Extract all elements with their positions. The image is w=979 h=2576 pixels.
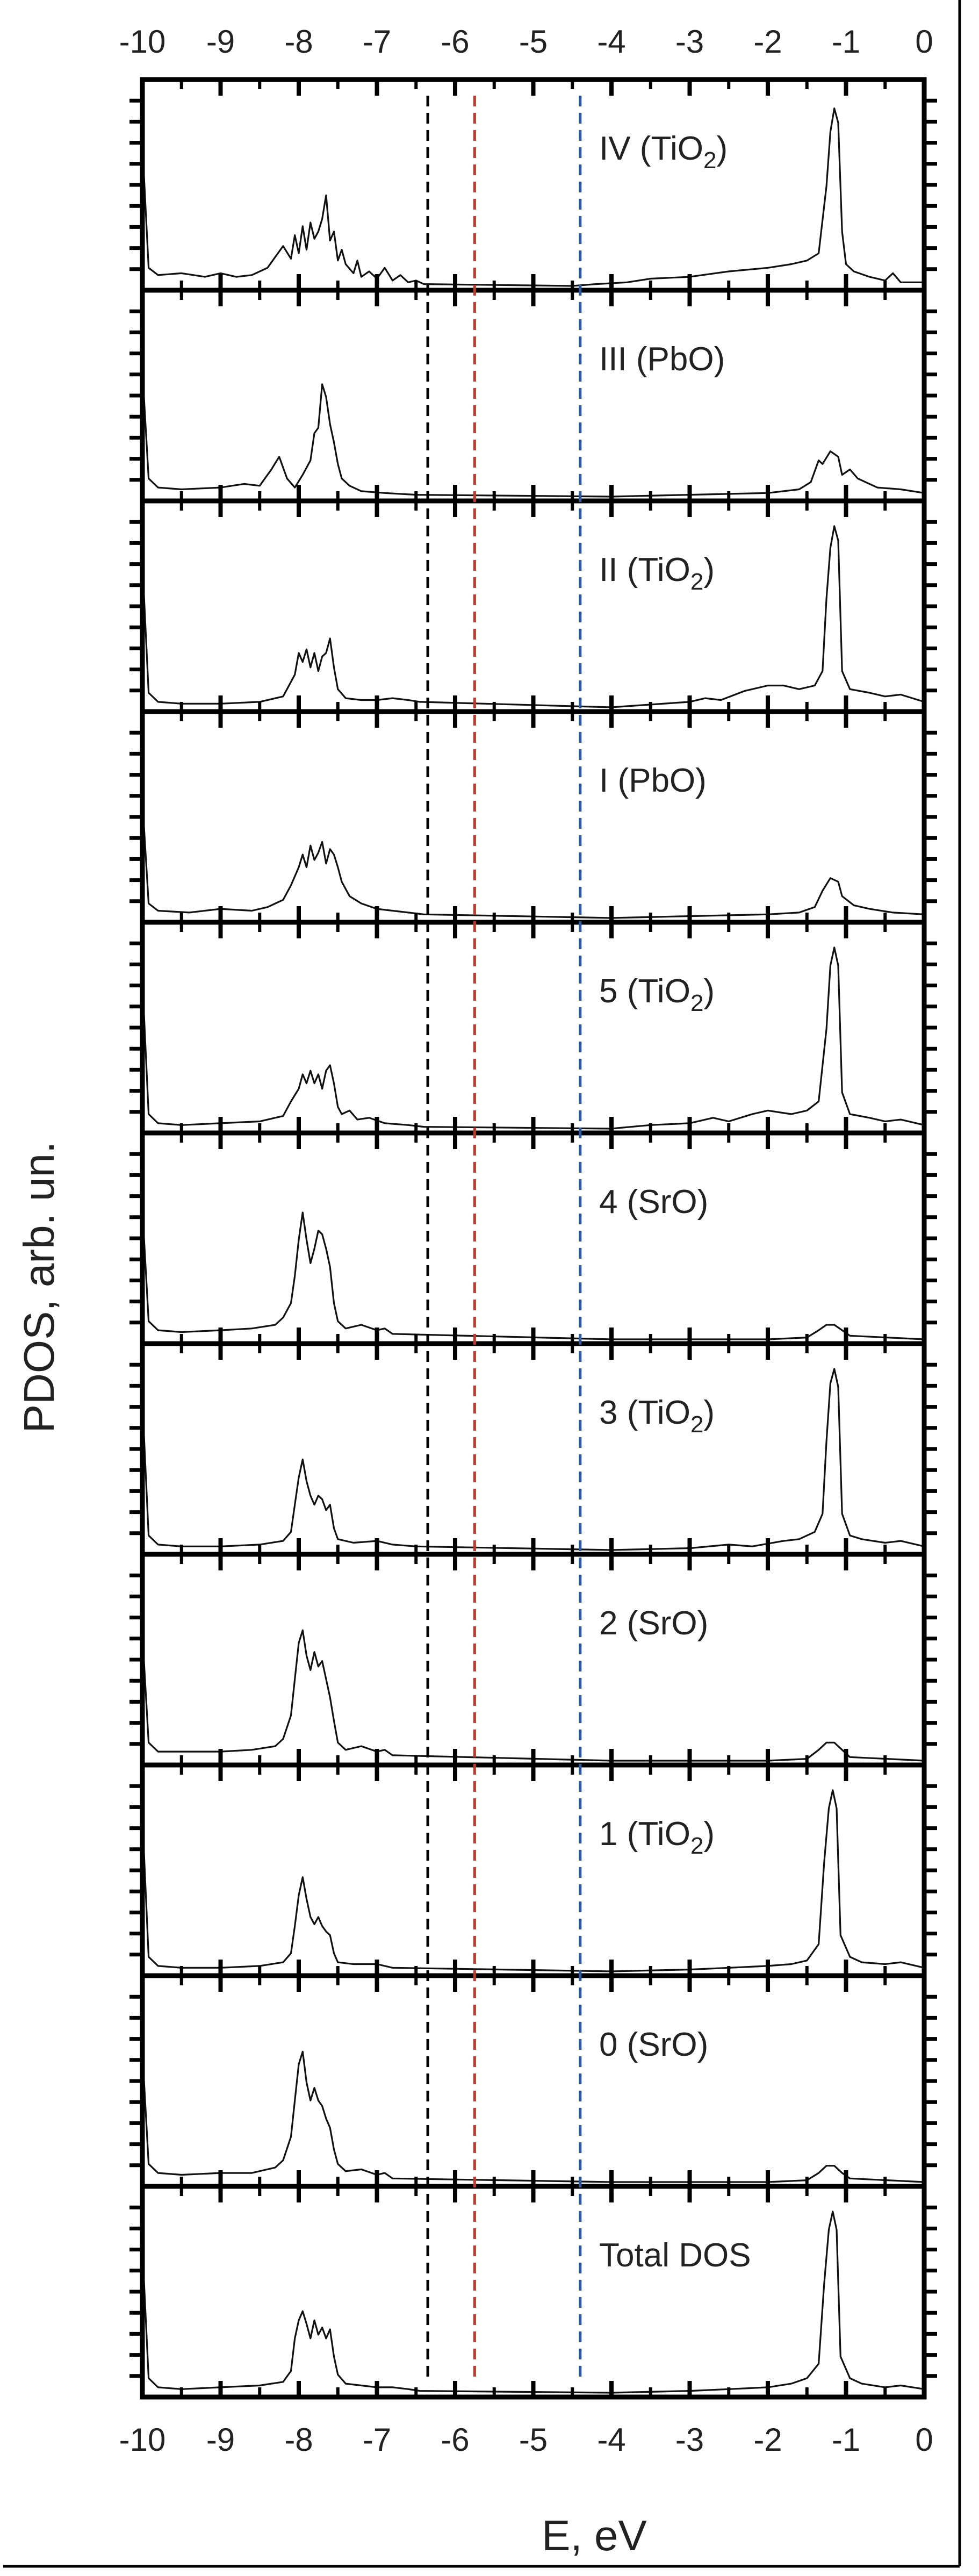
pdos-panels: IV (TiO2)III (PbO)II (TiO2)I (PbO)5 (TiO… <box>129 77 937 2400</box>
panel: 1 (TiO2) <box>129 1762 937 1978</box>
panel-label-text: II (TiO <box>599 551 690 589</box>
panel-label-text: 4 (SrO) <box>599 1183 708 1221</box>
panel-label-text: 2 (SrO) <box>599 1605 708 1642</box>
panel-label-subscript: 2 <box>703 147 716 174</box>
panel-label-text: 5 (TiO <box>599 973 690 1010</box>
pdos-curve <box>141 525 925 708</box>
x-tick-label-top: -2 <box>753 24 782 60</box>
panel-frame <box>140 498 927 714</box>
panel: III (PbO) <box>129 288 937 504</box>
pdos-curve <box>141 1368 925 1551</box>
panel-label: Total DOS <box>599 2237 751 2274</box>
panel: II (TiO2) <box>129 498 937 714</box>
pdos-curve <box>141 800 925 919</box>
x-tick-label-bottom: -10 <box>119 2422 166 2458</box>
x-tick-labels-top: -10 -9 -8 -7 -6 -5 -4 -3 -2 -1 0 <box>119 24 933 60</box>
x-tick-label-bottom: 0 <box>915 2422 933 2458</box>
x-tick-label-bottom: -9 <box>206 2422 235 2458</box>
x-axis-title: E, eV <box>542 2512 647 2559</box>
panel-label-suffix: ) <box>703 1816 715 1853</box>
panel: 4 (SrO) <box>129 1130 937 1346</box>
x-tick-label-top: -8 <box>284 24 313 60</box>
pdos-curve <box>141 107 924 287</box>
panel-label-text: Total DOS <box>599 2237 751 2274</box>
x-tick-label-bottom: -2 <box>753 2422 782 2458</box>
panel: 5 (TiO2) <box>129 920 937 1136</box>
panel-frame <box>140 2184 927 2400</box>
panel-frame <box>140 1552 927 1768</box>
panel-label: IV (TiO2) <box>599 130 728 174</box>
panel: Total DOS <box>129 2184 937 2400</box>
panel-frame <box>140 920 927 1136</box>
x-tick-label-bottom: -7 <box>363 2422 391 2458</box>
x-tick-label-top: -1 <box>832 24 860 60</box>
panel-label-suffix: ) <box>703 973 715 1010</box>
panel-label-text: 1 (TiO <box>599 1816 690 1853</box>
panel: 2 (SrO) <box>129 1552 937 1768</box>
x-tick-labels-bottom: -10 -9 -8 -7 -6 -5 -4 -3 -2 -1 0 <box>119 2422 933 2458</box>
pdos-curve <box>141 1789 925 1972</box>
panel-label-suffix: ) <box>703 1394 715 1431</box>
panel-frame <box>140 77 927 293</box>
panel: IV (TiO2) <box>129 77 937 293</box>
x-tick-label-bottom: -6 <box>441 2422 469 2458</box>
panel-label-subscript: 2 <box>690 990 703 1016</box>
pdos-curve <box>141 1209 925 1340</box>
panel-frame <box>140 1130 927 1346</box>
panel-frame <box>140 709 927 925</box>
panel-label-text: 0 (SrO) <box>599 2026 708 2063</box>
panel: 0 (SrO) <box>129 1973 937 2189</box>
x-tick-label-top: -9 <box>206 24 235 60</box>
panel-label: I (PbO) <box>599 762 707 799</box>
panel-label: II (TiO2) <box>599 551 715 595</box>
x-tick-label-top: -4 <box>597 24 625 60</box>
x-tick-label-bottom: -3 <box>675 2422 704 2458</box>
pdos-curve <box>141 2050 925 2183</box>
x-tick-label-top: -6 <box>441 24 469 60</box>
panel: 3 (TiO2) <box>129 1341 937 1557</box>
x-tick-label-top: -3 <box>675 24 704 60</box>
panel-label-text: IV (TiO <box>599 130 703 167</box>
panel-label: 2 (SrO) <box>599 1605 708 1642</box>
x-tick-label-bottom: -5 <box>519 2422 548 2458</box>
x-tick-label-bottom: -8 <box>284 2422 313 2458</box>
y-axis-title: PDOS, arb. un. <box>15 1142 63 1433</box>
panel-label-subscript: 2 <box>690 1833 703 1859</box>
panel-label-text: 3 (TiO <box>599 1394 690 1431</box>
panel-label: III (PbO) <box>599 341 725 378</box>
panel-label-subscript: 2 <box>690 569 703 595</box>
x-tick-label-bottom: -4 <box>597 2422 625 2458</box>
pdos-curve <box>141 2211 925 2394</box>
panel-label-text: III (PbO) <box>599 341 725 378</box>
panel-label-subscript: 2 <box>690 1411 703 1438</box>
x-tick-label-top: -7 <box>363 24 391 60</box>
panel: I (PbO) <box>129 709 937 925</box>
panel-frame <box>140 288 927 504</box>
panel-label: 1 (TiO2) <box>599 1816 715 1859</box>
panel-label: 5 (TiO2) <box>599 973 715 1016</box>
panel-label: 4 (SrO) <box>599 1183 708 1221</box>
panel-label-text: I (PbO) <box>599 762 707 799</box>
pdos-curve <box>141 369 925 498</box>
panel-frame <box>140 1973 927 2189</box>
x-tick-label-bottom: -1 <box>832 2422 860 2458</box>
panel-label-suffix: ) <box>703 551 715 589</box>
pdos-curve <box>141 1629 925 1762</box>
pdos-curve <box>141 946 925 1130</box>
reference-lines <box>426 96 582 2381</box>
x-tick-label-top: -5 <box>519 24 548 60</box>
panel-frame <box>140 1341 927 1557</box>
panel-label: 3 (TiO2) <box>599 1394 715 1438</box>
panel-label: 0 (SrO) <box>599 2026 708 2063</box>
panel-frame <box>140 1762 927 1978</box>
x-tick-label-top: -10 <box>119 24 166 60</box>
x-tick-label-top: 0 <box>915 24 933 60</box>
panel-label-suffix: ) <box>717 130 728 167</box>
